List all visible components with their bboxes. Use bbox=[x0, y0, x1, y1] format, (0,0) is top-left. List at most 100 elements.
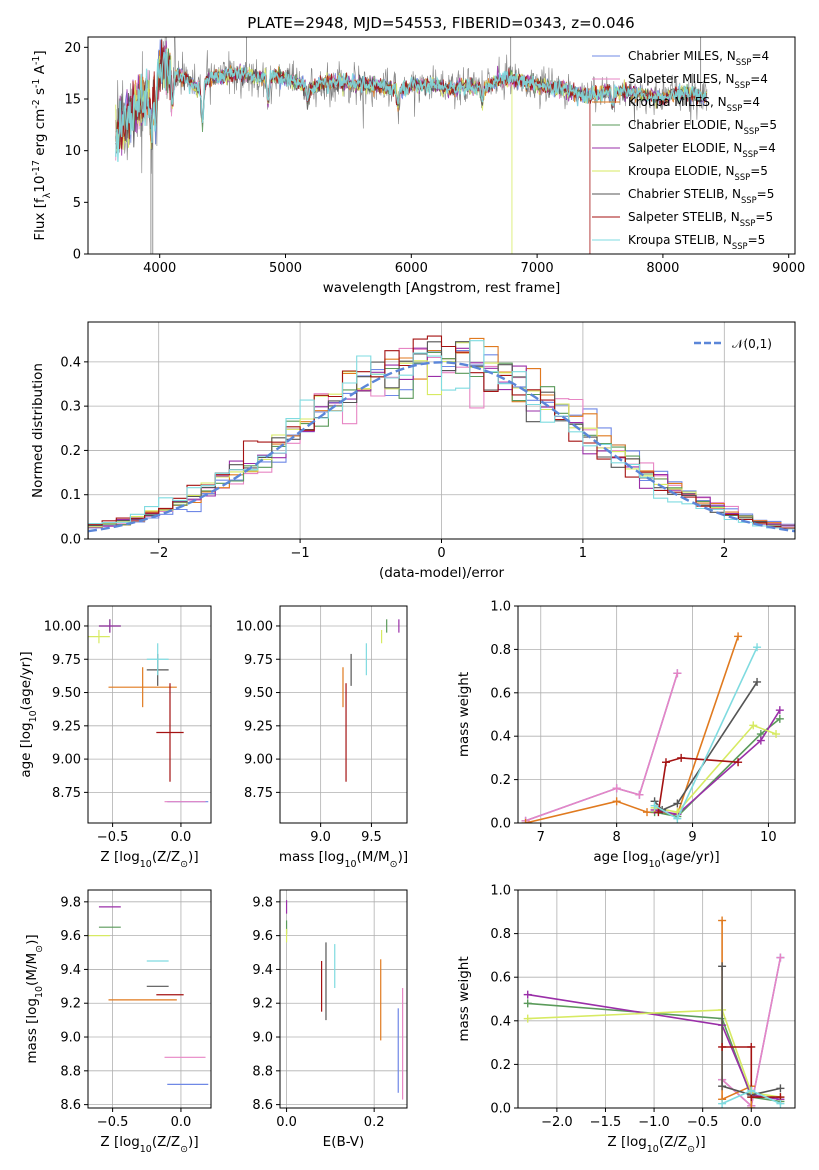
plot-area bbox=[88, 335, 795, 539]
x-tick-label: −1.5 bbox=[590, 1115, 622, 1130]
y-tick-label: 9.00 bbox=[244, 753, 273, 768]
legend-label: Chabrier MILES, NSSP=4 bbox=[628, 49, 769, 67]
plot-area bbox=[88, 906, 209, 1085]
x-tick-label: 0.2 bbox=[364, 1115, 385, 1130]
y-tick-label: 8.75 bbox=[244, 786, 273, 801]
model-line-salpeter-stelib bbox=[115, 39, 708, 150]
axes-frame bbox=[87, 605, 212, 824]
plot-area bbox=[521, 632, 784, 823]
plot-area bbox=[285, 900, 404, 1100]
y-tick-label: 0.8 bbox=[490, 643, 511, 658]
axes-age_vs_mass: 9.0 9.5 8.75 9.00 9.25 9.50 9.75 10.00 mass [log… bbox=[236, 605, 408, 870]
y-tick-label: 9.75 bbox=[244, 653, 273, 668]
x-tick-label: 5000 bbox=[269, 261, 302, 276]
x-tick-label: −0.5 bbox=[687, 1115, 719, 1130]
axes-age_vs_Z: −0.5 0.0 8.75 9.00 9.25 9.50 9.75 10.00 Z [log10… bbox=[18, 605, 212, 870]
axes-residuals: −2 −1 0 1 2 0.0 0.1 0.2 0.3 0.4 (data-model)/error… bbox=[30, 321, 796, 581]
x-tick-label: 0.0 bbox=[276, 1115, 297, 1130]
x-tick-label: 6000 bbox=[395, 261, 428, 276]
y-tick-label: 0.6 bbox=[490, 971, 511, 986]
x-tick-label: 10 bbox=[760, 830, 777, 845]
weight-line-chabrier-stelib bbox=[721, 966, 781, 1096]
axes-mass_vs_Z: −0.5 0.0 8.6 8.8 9.0 9.2 9.4 9.6 9.8 Z [log10(Z/Z… bbox=[24, 889, 212, 1155]
x-tick-label: 7 bbox=[537, 830, 545, 845]
x-tick-label: 0.0 bbox=[171, 830, 192, 845]
x-axis-label: Z [log10(Z/Z⊙)] bbox=[100, 849, 198, 870]
y-tick-label: 0.8 bbox=[490, 927, 511, 942]
weight-line-salpeter-miles bbox=[525, 673, 679, 822]
model-line-salpeter-miles bbox=[115, 58, 708, 161]
gaussian-curve bbox=[88, 361, 795, 533]
x-axis-label: Z [log10(Z/Z⊙)] bbox=[607, 1134, 705, 1155]
x-tick-label: 4000 bbox=[143, 261, 176, 276]
x-tick-label: −0.5 bbox=[97, 1115, 129, 1130]
legend-label: Salpeter STELIB, NSSP=5 bbox=[628, 210, 773, 228]
y-tick-label: 9.50 bbox=[52, 686, 81, 701]
y-tick-label: 8.6 bbox=[60, 1098, 81, 1113]
y-tick-label: 8.8 bbox=[252, 1064, 273, 1079]
x-tick-label: 7000 bbox=[521, 261, 554, 276]
model-line-kroupa-stelib bbox=[115, 48, 708, 162]
axes-frame bbox=[517, 889, 796, 1109]
y-tick-label: 0.6 bbox=[490, 686, 511, 701]
legend-label: Kroupa ELODIE, NSSP=5 bbox=[628, 164, 768, 182]
x-tick-label: 9 bbox=[688, 830, 696, 845]
y-tick-label: 0.0 bbox=[490, 1102, 511, 1117]
plot-area bbox=[115, 37, 708, 254]
y-axis-label: mass weight bbox=[456, 672, 472, 757]
y-tick-label: 0.4 bbox=[490, 730, 511, 745]
y-tick-label: 15 bbox=[64, 93, 81, 108]
x-tick-label: 9.5 bbox=[361, 830, 382, 845]
y-tick-label: 8.75 bbox=[52, 786, 81, 801]
axes-frame bbox=[517, 605, 796, 824]
x-tick-label: 1 bbox=[579, 546, 587, 561]
x-axis-label: E(B-V) bbox=[323, 1134, 365, 1150]
x-tick-label: 0.0 bbox=[741, 1115, 762, 1130]
y-tick-label: 20 bbox=[64, 41, 81, 56]
y-axis-label: Normed distribution bbox=[30, 363, 46, 498]
y-tick-label: 9.0 bbox=[60, 1031, 81, 1046]
histogram-kroupa-stelib bbox=[88, 340, 795, 539]
y-tick-label: 0.0 bbox=[490, 817, 511, 832]
axes-weight_vs_Z: −2.0 −1.5 −1.0 −0.5 0.0 0.0 0.2 0.4 0.6 0.8 1.0 Z [… bbox=[456, 884, 796, 1155]
y-tick-label: 0.3 bbox=[60, 400, 81, 415]
y-axis-label: mass [log10(M/M⊙)] bbox=[24, 934, 45, 1063]
weight-line-salpeter-elodie bbox=[654, 709, 781, 816]
weight-line-chabrier-elodie bbox=[527, 1002, 781, 1103]
plot-area bbox=[523, 916, 785, 1108]
y-tick-label: 9.75 bbox=[52, 653, 81, 668]
y-tick-label: 0 bbox=[73, 248, 81, 263]
y-tick-label: 0.4 bbox=[60, 355, 81, 370]
legend-label: 𝒩(0,1) bbox=[732, 337, 772, 351]
x-tick-label: −1.0 bbox=[638, 1115, 670, 1130]
plot-area bbox=[88, 619, 209, 803]
y-tick-label: 9.8 bbox=[252, 895, 273, 910]
y-tick-label: 9.0 bbox=[252, 1031, 273, 1046]
y-tick-label: 0.2 bbox=[60, 444, 81, 459]
weight-line-kroupa-miles bbox=[525, 636, 739, 823]
y-tick-label: 9.6 bbox=[252, 929, 273, 944]
y-tick-label: 1.0 bbox=[490, 600, 511, 615]
x-axis-label: mass [log10(M/M⊙)] bbox=[279, 849, 408, 870]
axes-frame bbox=[279, 605, 408, 824]
y-tick-label: 9.50 bbox=[244, 686, 273, 701]
y-tick-label: 1.0 bbox=[490, 884, 511, 899]
y-tick-label: 8.6 bbox=[252, 1098, 273, 1113]
axes-mass_vs_EBV: 0.0 0.2 8.6 8.8 9.0 9.2 9.4 9.6 9.8 E(B-V) bbox=[252, 889, 408, 1150]
y-tick-label: 0.0 bbox=[60, 533, 81, 548]
x-tick-label: 9000 bbox=[772, 261, 805, 276]
y-tick-label: 9.25 bbox=[52, 719, 81, 734]
x-axis-label: Z [log10(Z/Z⊙)] bbox=[100, 1134, 198, 1155]
axes-frame bbox=[87, 36, 796, 255]
x-tick-label: 9.0 bbox=[310, 830, 331, 845]
y-tick-label: 0.4 bbox=[490, 1014, 511, 1029]
y-axis-label: Flux [fλ10-17 erg cm-2 s-1 A-1] bbox=[31, 50, 53, 240]
x-tick-label: 0.0 bbox=[171, 1115, 192, 1130]
y-tick-label: 0.2 bbox=[490, 1058, 511, 1073]
x-tick-label: 8 bbox=[613, 830, 621, 845]
y-tick-label: 9.4 bbox=[60, 963, 81, 978]
axes-frame bbox=[279, 889, 408, 1109]
y-axis-label: age [log10(age/yr)] bbox=[18, 651, 39, 777]
y-tick-label: 9.2 bbox=[252, 997, 273, 1012]
figure-title: PLATE=2948, MJD=54553, FIBERID=0343, z=0… bbox=[247, 14, 634, 32]
